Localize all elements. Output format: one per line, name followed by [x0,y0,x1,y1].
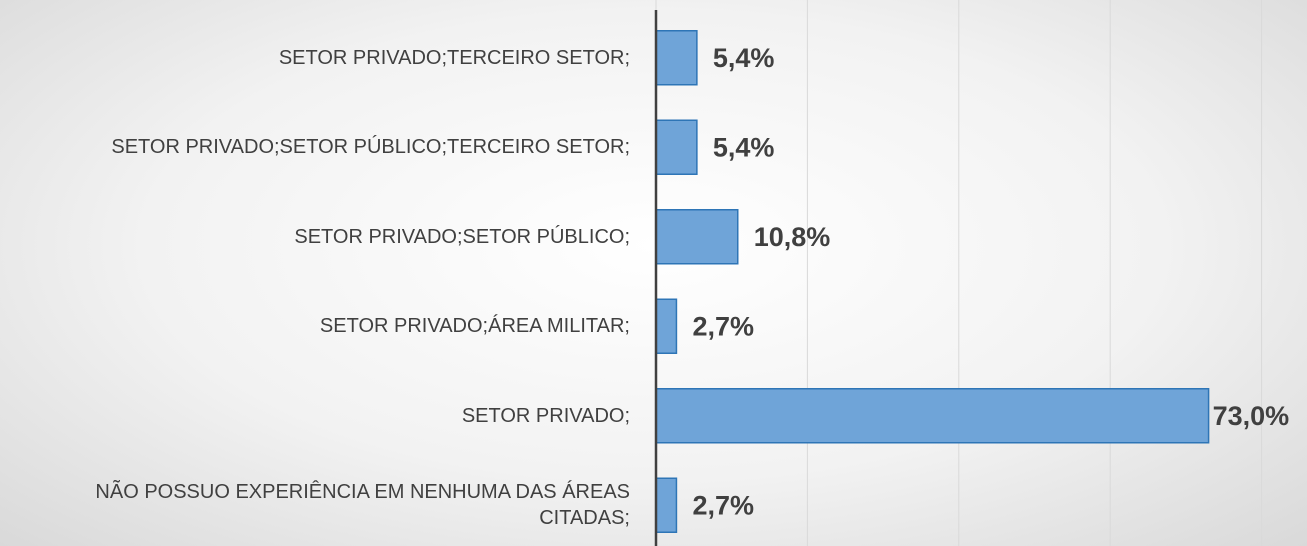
bar [655,388,1210,444]
category-label: SETOR PRIVADO;ÁREA MILITAR; [319,315,630,338]
bar [655,30,698,86]
category-label: SETOR PRIVADO;TERCEIRO SETOR; [278,46,630,69]
bar [655,119,698,175]
data-label: 5,4% [713,43,775,73]
data-label: 5,4% [713,132,775,162]
bar [655,298,678,354]
bar [655,477,678,533]
data-label: 73,0% [1213,401,1290,431]
data-label: 2,7% [692,490,754,520]
category-label: SETOR PRIVADO;SETOR PÚBLICO; [294,225,630,248]
data-label: 10,8% [754,222,831,252]
data-label: 2,7% [692,311,754,341]
category-label: NÃO POSSUO EXPERIÊNCIA EM NENHUMA DAS ÁR… [95,481,630,530]
category-label: SETOR PRIVADO;SETOR PÚBLICO;TERCEIRO SET… [111,136,630,159]
category-label: SETOR PRIVADO; [461,404,630,427]
bar [655,209,739,265]
